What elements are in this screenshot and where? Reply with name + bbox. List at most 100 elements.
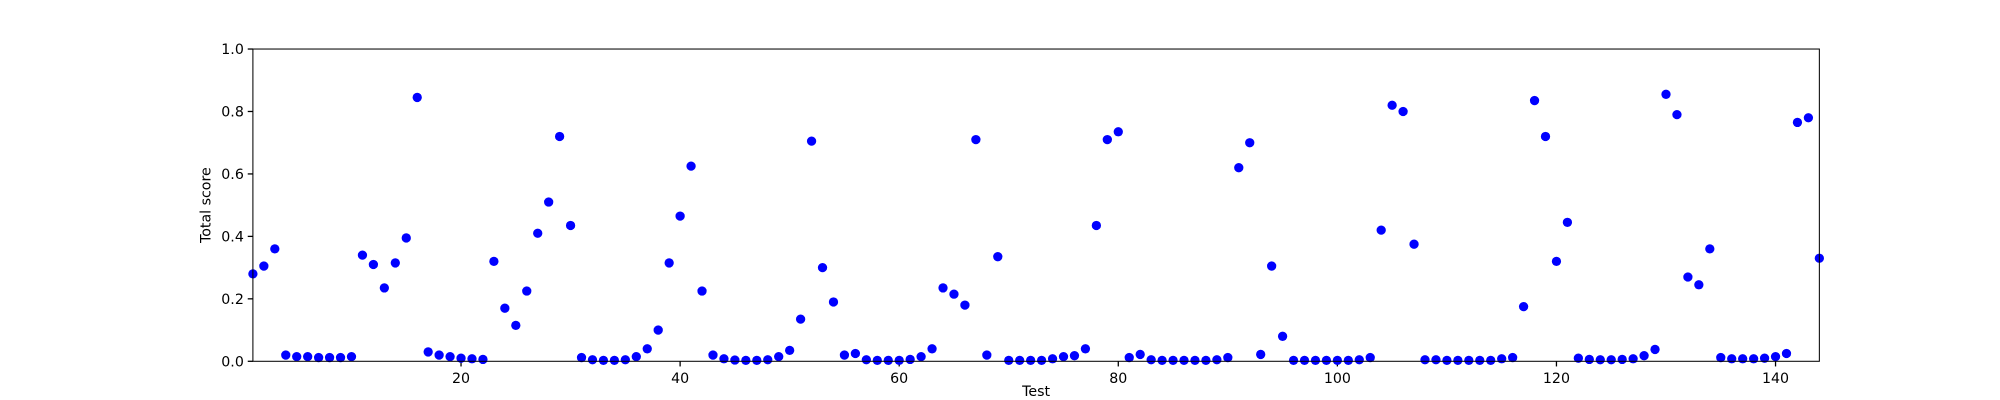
point bbox=[1770, 351, 1781, 362]
point bbox=[763, 355, 773, 365]
point bbox=[1573, 353, 1584, 363]
point bbox=[719, 354, 729, 364]
y-axis-label: Total score bbox=[198, 167, 214, 244]
point bbox=[1212, 355, 1222, 365]
point bbox=[1409, 239, 1419, 249]
y-tick-label: 0.6 bbox=[221, 167, 244, 183]
point bbox=[1387, 100, 1397, 110]
point bbox=[872, 355, 882, 365]
point bbox=[927, 344, 937, 354]
point bbox=[1080, 344, 1091, 354]
point bbox=[522, 286, 532, 296]
point bbox=[346, 351, 357, 362]
point bbox=[1168, 355, 1178, 365]
point bbox=[1310, 355, 1321, 365]
point bbox=[653, 325, 663, 335]
point bbox=[1694, 280, 1704, 290]
y-tick-label: 0.8 bbox=[221, 105, 244, 121]
point bbox=[313, 352, 324, 363]
point bbox=[1179, 355, 1189, 365]
x-tick-label: 100 bbox=[1324, 371, 1351, 387]
point bbox=[894, 355, 904, 365]
point bbox=[598, 355, 609, 365]
point bbox=[357, 250, 368, 260]
point bbox=[1157, 355, 1167, 365]
point bbox=[795, 314, 806, 324]
point bbox=[259, 261, 269, 271]
y-tick-label: 0.4 bbox=[221, 230, 244, 246]
point bbox=[1256, 349, 1266, 360]
point bbox=[1716, 352, 1726, 363]
point bbox=[839, 350, 850, 360]
x-tick-label: 60 bbox=[890, 371, 908, 387]
point bbox=[423, 347, 433, 357]
point bbox=[1661, 89, 1671, 99]
point bbox=[993, 252, 1003, 262]
point bbox=[1058, 351, 1069, 362]
point bbox=[544, 197, 554, 207]
point bbox=[1442, 355, 1452, 365]
point bbox=[609, 355, 620, 365]
point bbox=[390, 258, 400, 268]
x-tick-label: 40 bbox=[671, 371, 689, 387]
point bbox=[1234, 163, 1244, 173]
point bbox=[1639, 351, 1649, 361]
point bbox=[1464, 355, 1474, 365]
x-tick-label: 80 bbox=[1109, 371, 1127, 387]
point bbox=[1518, 301, 1529, 312]
point bbox=[642, 344, 652, 354]
point bbox=[1792, 117, 1803, 128]
point bbox=[554, 131, 565, 142]
point bbox=[1705, 244, 1715, 254]
point bbox=[1004, 355, 1014, 365]
point bbox=[1201, 355, 1211, 365]
point bbox=[1266, 261, 1277, 271]
point bbox=[1759, 353, 1770, 363]
point bbox=[1398, 106, 1408, 117]
point bbox=[1683, 272, 1693, 282]
point bbox=[1475, 355, 1485, 365]
point bbox=[587, 355, 598, 365]
point bbox=[1584, 354, 1594, 365]
point bbox=[1135, 349, 1145, 360]
point bbox=[565, 220, 576, 231]
point bbox=[292, 351, 302, 362]
point bbox=[1529, 95, 1540, 106]
plot-frame bbox=[252, 48, 1820, 362]
point bbox=[324, 352, 335, 363]
point bbox=[1672, 109, 1682, 120]
point bbox=[1113, 127, 1123, 137]
point bbox=[456, 353, 466, 363]
point bbox=[1365, 352, 1375, 363]
point bbox=[905, 354, 915, 365]
point bbox=[971, 134, 981, 145]
point bbox=[1069, 351, 1080, 361]
point bbox=[368, 259, 379, 270]
point bbox=[576, 352, 587, 363]
point bbox=[1332, 355, 1343, 365]
point bbox=[1102, 134, 1112, 145]
point bbox=[533, 228, 543, 238]
point bbox=[1617, 354, 1627, 365]
point bbox=[1321, 355, 1332, 365]
y-tick-label: 1.0 bbox=[221, 42, 244, 58]
point bbox=[785, 345, 795, 356]
point bbox=[1486, 355, 1496, 365]
point bbox=[1299, 355, 1310, 365]
point bbox=[1738, 354, 1748, 364]
x-tick-label: 120 bbox=[1543, 371, 1570, 387]
point bbox=[620, 355, 630, 365]
point bbox=[686, 161, 696, 171]
point bbox=[1288, 355, 1299, 365]
point bbox=[270, 244, 280, 254]
point bbox=[1047, 354, 1058, 364]
point bbox=[1803, 113, 1814, 123]
point bbox=[949, 289, 959, 299]
point bbox=[412, 92, 422, 103]
point bbox=[1026, 355, 1036, 365]
point bbox=[1551, 256, 1562, 267]
x-tick-label: 20 bbox=[452, 371, 470, 387]
point bbox=[916, 351, 926, 362]
